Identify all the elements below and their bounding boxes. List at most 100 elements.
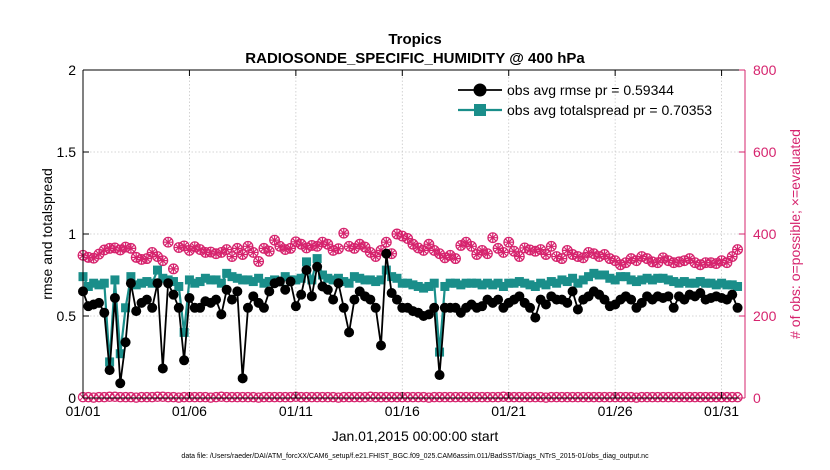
spread-point <box>419 283 429 293</box>
obs-zero-cross <box>654 393 662 401</box>
obs-evaluated-marker <box>610 256 620 266</box>
spread-point <box>397 278 407 288</box>
spread-point <box>637 275 647 285</box>
x-tick-label: 01/26 <box>598 403 633 419</box>
spread-point <box>663 275 673 285</box>
rmse-point <box>572 304 583 315</box>
obs-evaluated-marker <box>647 257 658 267</box>
obs-zero-cross <box>707 393 715 401</box>
obs-zero-cross <box>616 393 625 401</box>
y2-tick-label: 0 <box>753 390 761 406</box>
spread-point <box>259 278 269 288</box>
spread-point <box>674 278 684 288</box>
obs-evaluated-marker <box>222 244 232 255</box>
spread-point <box>413 281 423 291</box>
rmse-point <box>525 302 536 313</box>
spread-point <box>477 280 487 290</box>
obs-evaluated-marker <box>626 254 636 264</box>
spread-point <box>248 277 258 287</box>
spread-point <box>216 278 226 288</box>
spread-point <box>466 278 476 288</box>
spread-point <box>94 280 104 290</box>
rmse-point <box>381 248 392 259</box>
spread-point <box>126 272 136 282</box>
rmse-point <box>328 294 339 305</box>
obs-evaluated-marker <box>248 247 258 258</box>
y2-tick-label: 400 <box>753 226 777 242</box>
spread-point <box>291 275 301 285</box>
obs-evaluated-marker <box>94 249 104 259</box>
obs-zero-cross <box>473 393 481 401</box>
obs-zero-cross <box>388 393 396 401</box>
rmse-point <box>147 302 158 313</box>
rmse-point <box>216 309 227 320</box>
y2-tick-label: 600 <box>753 144 777 160</box>
obs-evaluated-marker <box>562 245 572 255</box>
obs-zero-cross <box>686 393 694 401</box>
obs-evaluated-marker <box>110 243 120 253</box>
obs-zero-cross <box>446 393 454 401</box>
spread-point <box>99 278 109 288</box>
spread-point <box>562 277 572 287</box>
obs-possible-marker <box>423 238 435 250</box>
spread-point <box>493 278 503 288</box>
legend-spread-label: obs avg totalspread pr = 0.70353 <box>507 102 712 118</box>
spread-point <box>232 273 242 283</box>
obs-zero-cross <box>356 393 364 401</box>
spread-point <box>344 278 354 288</box>
plot-area: 01/01 01/06 01/11 01/16 01/21 01/26 01/31 0 0.5 1… <box>57 62 777 419</box>
spread-point <box>711 280 721 290</box>
obs-evaluated-marker <box>371 251 381 262</box>
spread-point <box>328 275 338 285</box>
obs-zero-cross <box>547 393 555 401</box>
obs-evaluated-marker <box>658 253 668 263</box>
obs-evaluated-marker <box>424 239 434 249</box>
spread-point <box>323 273 333 283</box>
spread-point <box>349 272 359 282</box>
obs-zero-cross <box>600 393 609 401</box>
obs-evaluated-marker <box>83 252 93 262</box>
y-axis-label: rmse and totalspread <box>39 168 55 300</box>
rmse-point <box>530 312 541 323</box>
obs-zero-cross <box>643 393 651 401</box>
rmse-point <box>540 299 551 310</box>
rmse-point <box>333 278 344 289</box>
obs-evaluated-marker <box>216 247 226 258</box>
spread-point <box>206 275 216 285</box>
x-axis-label: Jan.01,2015 00:00:00 start <box>332 428 499 444</box>
rmse-point <box>221 284 232 295</box>
spread-point <box>302 257 312 267</box>
obs-possible-marker <box>338 227 350 239</box>
obs-zero-cross <box>313 393 321 401</box>
x-tick-label: 01/06 <box>172 403 207 419</box>
obs-zero-cross <box>574 393 582 401</box>
obs-evaluated-marker <box>711 258 721 269</box>
spread-point <box>317 270 327 280</box>
spread-point <box>158 273 168 283</box>
obs-zero-cross <box>441 393 449 401</box>
obs-evaluated-marker <box>663 256 673 266</box>
obs-evaluated-marker <box>669 258 679 268</box>
obs-evaluated-marker <box>360 242 370 252</box>
spread-point <box>658 273 668 283</box>
spread-point <box>461 278 471 288</box>
obs-zero-cross <box>483 393 492 401</box>
obs-zero-cross <box>696 393 704 401</box>
obs-evaluated-marker <box>174 242 184 253</box>
obs-zero-cross <box>489 393 497 401</box>
rmse-point <box>296 289 307 300</box>
obs-zero-cross <box>510 393 518 401</box>
obs-zero-cross <box>95 393 103 401</box>
obs-evaluated-marker <box>498 247 509 258</box>
obs-zero-cross <box>308 393 316 401</box>
obs-evaluated-marker <box>349 243 359 253</box>
obs-evaluated-marker <box>450 254 461 264</box>
obs-zero-cross <box>531 393 539 401</box>
obs-zero-cross <box>558 393 566 401</box>
obs-zero-cross <box>457 393 465 401</box>
spread-point <box>89 278 99 288</box>
rmse-point <box>663 291 674 302</box>
obs-zero-cross <box>228 393 236 401</box>
spread-point <box>594 270 604 280</box>
